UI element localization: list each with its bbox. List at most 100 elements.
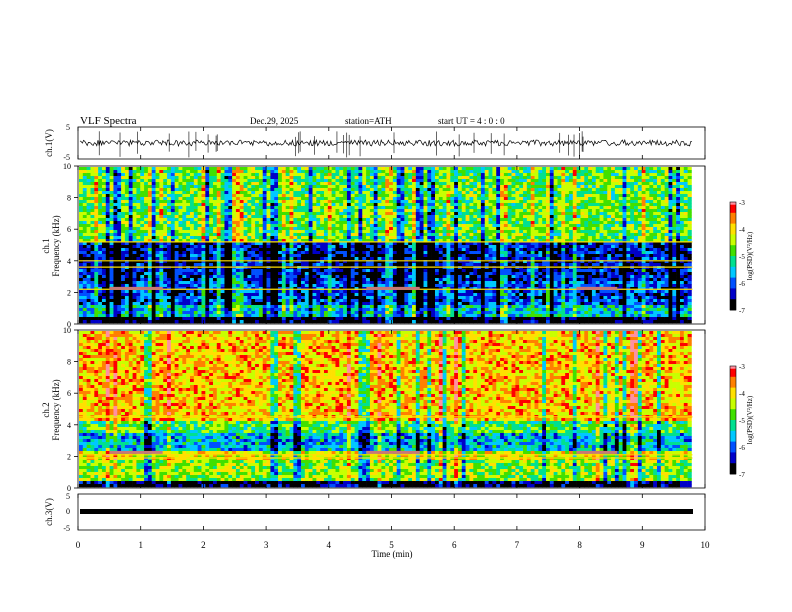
spectrogram-cell — [377, 320, 382, 324]
spectrogram-cell — [274, 257, 279, 261]
spectrogram-cell — [132, 260, 137, 264]
spectrogram-cell — [113, 284, 118, 288]
spectrogram-cell — [320, 317, 325, 321]
spectrogram-cell — [369, 296, 375, 300]
spectrogram-cell — [182, 170, 187, 174]
spectrogram-cell — [301, 305, 306, 309]
spectrogram-cell — [389, 188, 394, 192]
spectrogram-cell — [239, 242, 244, 246]
spectrogram-cell — [404, 245, 409, 249]
spectrogram-cell — [404, 242, 409, 246]
spectrogram-cell — [366, 248, 371, 252]
spectrogram-cell — [94, 251, 99, 255]
spectrogram-cell — [121, 302, 126, 306]
spectrogram-cell — [350, 218, 355, 222]
spectrogram-cell — [251, 176, 256, 180]
spectrogram-cell — [190, 278, 195, 282]
spectrogram-cell — [216, 188, 221, 192]
spectrogram-cell — [201, 194, 206, 198]
spectrogram-cell — [297, 239, 302, 243]
spectrogram-cell — [278, 302, 283, 306]
spectrogram-cell — [350, 224, 355, 228]
spectrogram-cell — [323, 224, 329, 228]
spectrogram-cell — [312, 215, 317, 219]
spectrogram-cell — [320, 281, 325, 285]
spectrogram-cell — [105, 188, 110, 192]
spectrogram-cell — [205, 227, 210, 231]
spectrogram-cell — [331, 308, 336, 312]
spectrogram-cell — [79, 200, 84, 204]
spectrogram-cell — [79, 308, 84, 312]
spectrogram-cell — [251, 290, 256, 294]
spectrogram-cell — [205, 239, 210, 243]
spectrogram-cell — [232, 308, 237, 312]
spectrogram-cell — [412, 191, 417, 195]
spectrogram-cell — [94, 290, 99, 294]
spectrogram-cell — [163, 281, 168, 285]
spectrogram-cell — [335, 257, 340, 261]
spectrogram-cell — [419, 230, 424, 234]
spectrogram-cell — [197, 185, 202, 189]
spectrogram-cell — [316, 233, 321, 237]
spectrogram-cell — [239, 245, 244, 249]
spectrogram-cell — [90, 308, 95, 312]
spectrogram-cell — [193, 290, 198, 294]
spectrogram-cell — [140, 248, 145, 252]
spectrogram-cell — [174, 290, 179, 294]
spectrogram-cell — [423, 299, 428, 303]
spectrogram-cell — [396, 203, 401, 207]
spectrogram-cell — [262, 305, 267, 309]
spectrogram-cell — [212, 290, 218, 294]
spectrogram-cell — [82, 284, 87, 288]
spectrogram-cell — [243, 317, 248, 321]
spectrogram-cell — [350, 233, 355, 237]
spectrogram-cell — [335, 218, 340, 222]
spectrogram-cell — [419, 275, 424, 279]
spectrogram-cell — [366, 263, 371, 267]
spectrogram-cell — [224, 263, 229, 267]
spectrogram-cell — [412, 194, 417, 198]
spectrogram-cell — [178, 311, 183, 315]
spectrogram-cell — [247, 257, 252, 261]
spectrogram-cell — [94, 320, 99, 324]
spectrogram-cell — [98, 236, 103, 240]
spectrogram-cell — [251, 278, 256, 282]
spectrogram-cell — [190, 200, 195, 204]
spectrogram-cell — [343, 224, 348, 228]
spectrogram-cell — [98, 296, 103, 300]
spectrogram-cell — [285, 209, 290, 213]
spectrogram-cell — [343, 176, 348, 180]
spectrogram-cell — [327, 203, 332, 207]
spectrogram-cell — [151, 260, 156, 264]
spectrogram-cell — [255, 296, 260, 300]
spectrogram-cell — [434, 209, 440, 213]
spectrogram-cell — [136, 173, 141, 177]
spectrogram-cell — [366, 224, 371, 228]
spectrogram-cell — [178, 320, 183, 324]
spectrogram-cell — [113, 215, 118, 219]
spectrogram-cell — [124, 179, 130, 183]
spectrogram-cell — [423, 182, 428, 186]
spectrogram-cell — [320, 221, 325, 225]
spectrogram-cell — [419, 194, 424, 198]
spectrogram-cell — [101, 263, 107, 267]
spectrogram-cell — [289, 320, 294, 324]
spectrogram-cell — [323, 209, 329, 213]
spectrogram-cell — [442, 212, 447, 216]
spectrogram-cell — [79, 311, 84, 315]
spectrogram-cell — [101, 275, 107, 279]
spectrogram-cell — [327, 167, 332, 171]
spectrogram-cell — [224, 176, 229, 180]
spectrogram-cell — [251, 188, 256, 192]
spectrogram-cell — [186, 185, 191, 189]
spectrogram-cell — [239, 197, 244, 201]
spectrogram-cell — [163, 272, 168, 276]
spectrogram-cell — [132, 296, 137, 300]
spectrogram-cell — [101, 248, 107, 252]
spectrogram-cell — [266, 197, 271, 201]
spectrogram-cell — [327, 257, 332, 261]
spectrogram-cell — [281, 170, 287, 174]
spectrogram-cell — [362, 251, 367, 255]
spectrogram-cell — [339, 317, 344, 321]
spectrogram-cell — [434, 296, 440, 300]
